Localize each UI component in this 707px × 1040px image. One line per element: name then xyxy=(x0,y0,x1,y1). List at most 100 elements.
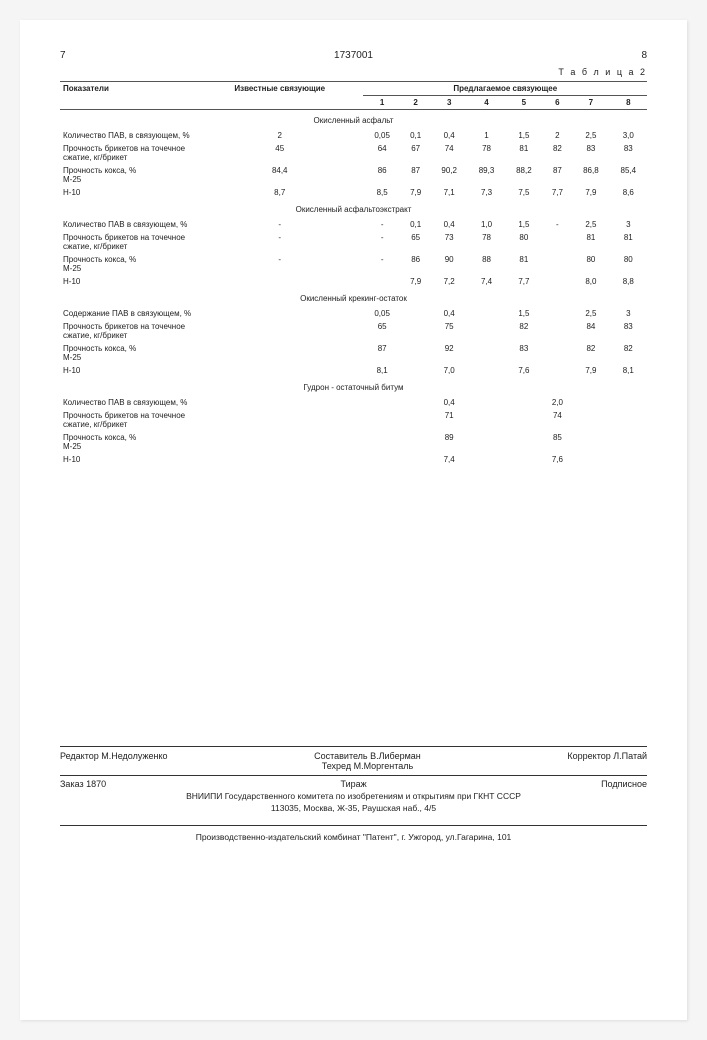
cell-value: 8,8 xyxy=(610,275,647,288)
cell-value: 73 xyxy=(430,231,467,253)
cell-value xyxy=(401,307,431,320)
addr: 113035, Москва, Ж-35, Раушская наб., 4/5 xyxy=(60,803,647,813)
col-num: 6 xyxy=(543,96,573,110)
cell-value xyxy=(401,342,431,364)
cell-known: 8,7 xyxy=(196,186,363,199)
page-left: 7 xyxy=(60,50,66,61)
table-row: Н-107,47,6 xyxy=(60,453,647,466)
cell-value: 65 xyxy=(363,320,400,342)
cell-known xyxy=(196,275,363,288)
cell-value: 83 xyxy=(610,142,647,164)
table-body: Окисленный асфальтКоличество ПАВ, в связ… xyxy=(60,110,647,467)
cell-value xyxy=(505,453,542,466)
cell-value: 80 xyxy=(572,253,609,275)
row-label: Прочность брикетов на точечное сжатие, к… xyxy=(60,320,196,342)
cell-value: 81 xyxy=(505,253,542,275)
cell-value xyxy=(401,431,431,453)
cell-known xyxy=(196,453,363,466)
table-row: Количество ПАВ, в связующем, %20,050,10,… xyxy=(60,129,647,142)
cell-value xyxy=(572,431,609,453)
cell-value xyxy=(543,342,573,364)
cell-value: 84 xyxy=(572,320,609,342)
cell-value: 7,9 xyxy=(401,186,431,199)
row-label: Содержание ПАВ в связующем, % xyxy=(60,307,196,320)
cell-known xyxy=(196,307,363,320)
cell-value xyxy=(543,275,573,288)
cell-known: - xyxy=(196,231,363,253)
cell-value: 3,0 xyxy=(610,129,647,142)
cell-value: 86 xyxy=(401,253,431,275)
table-row: Содержание ПАВ в связующем, %0,050,41,52… xyxy=(60,307,647,320)
cell-value: 90 xyxy=(430,253,467,275)
cell-value xyxy=(401,396,431,409)
cell-value: - xyxy=(363,218,400,231)
col-num: 4 xyxy=(468,96,505,110)
cell-value: 1,5 xyxy=(505,129,542,142)
cell-value: 83 xyxy=(610,320,647,342)
row-label: Н-10 xyxy=(60,186,196,199)
cell-value: 78 xyxy=(468,142,505,164)
cell-value: 81 xyxy=(505,142,542,164)
cell-known: - xyxy=(196,253,363,275)
cell-value: 1 xyxy=(468,129,505,142)
cell-value: 7,7 xyxy=(543,186,573,199)
cell-value: 75 xyxy=(430,320,467,342)
cell-value: 92 xyxy=(430,342,467,364)
table-row: Н-108,78,57,97,17,37,57,77,98,6 xyxy=(60,186,647,199)
cell-value: 0,4 xyxy=(430,396,467,409)
cell-value: 7,7 xyxy=(505,275,542,288)
cell-value xyxy=(468,307,505,320)
cell-value: 87 xyxy=(543,164,573,186)
col-num: 7 xyxy=(572,96,609,110)
footer: Редактор М.Недолуженко Составитель В.Либ… xyxy=(60,746,647,842)
cell-value xyxy=(543,231,573,253)
cell-value: 83 xyxy=(572,142,609,164)
cell-known xyxy=(196,320,363,342)
cell-known xyxy=(196,396,363,409)
tirazh: Тираж xyxy=(341,779,367,789)
cell-value: 3 xyxy=(610,218,647,231)
cell-value: 88,2 xyxy=(505,164,542,186)
cell-value: 89 xyxy=(430,431,467,453)
cell-value: 8,1 xyxy=(363,364,400,377)
cell-value xyxy=(468,320,505,342)
cell-value: 0,4 xyxy=(430,307,467,320)
cell-value xyxy=(468,364,505,377)
cell-value: 7,3 xyxy=(468,186,505,199)
section-title: Гудрон - остаточный битум xyxy=(60,377,647,396)
cell-value xyxy=(468,342,505,364)
cell-value: 2,5 xyxy=(572,307,609,320)
cell-value: 86 xyxy=(363,164,400,186)
section-title: Окисленный асфальтоэкстракт xyxy=(60,199,647,218)
cell-value: - xyxy=(363,253,400,275)
col-num: 1 xyxy=(363,96,400,110)
cell-value: 85 xyxy=(543,431,573,453)
page-right: 8 xyxy=(641,50,647,61)
cell-known: 45 xyxy=(196,142,363,164)
table-row: Н-108,17,07,67,98,1 xyxy=(60,364,647,377)
cell-known xyxy=(196,431,363,453)
cell-value xyxy=(572,409,609,431)
cell-known xyxy=(196,342,363,364)
cell-value: 81 xyxy=(572,231,609,253)
table-row: Н-107,97,27,47,78,08,8 xyxy=(60,275,647,288)
cell-value: - xyxy=(363,231,400,253)
table-row: Прочность брикетов на точечное сжатие, к… xyxy=(60,142,647,164)
col-proposed: Предлагаемое связующее xyxy=(363,82,647,96)
cell-value xyxy=(401,364,431,377)
cell-value: 2 xyxy=(543,129,573,142)
row-label: Н-10 xyxy=(60,453,196,466)
order: Заказ 1870 xyxy=(60,779,106,789)
table-row: Количество ПАВ в связующем, %0,42,0 xyxy=(60,396,647,409)
table-row: Прочность брикетов на точечное сжатие, к… xyxy=(60,320,647,342)
cell-value: 1,5 xyxy=(505,307,542,320)
cell-value xyxy=(610,409,647,431)
table-row: Прочность брикетов на точечное сжатие, к… xyxy=(60,231,647,253)
col-num: 3 xyxy=(430,96,467,110)
table-head: Показатели Известные связующие Предлагае… xyxy=(60,82,647,110)
cell-value xyxy=(543,320,573,342)
row-label: Н-10 xyxy=(60,364,196,377)
cell-value xyxy=(468,396,505,409)
cell-known xyxy=(196,409,363,431)
cell-value: 0,1 xyxy=(401,129,431,142)
